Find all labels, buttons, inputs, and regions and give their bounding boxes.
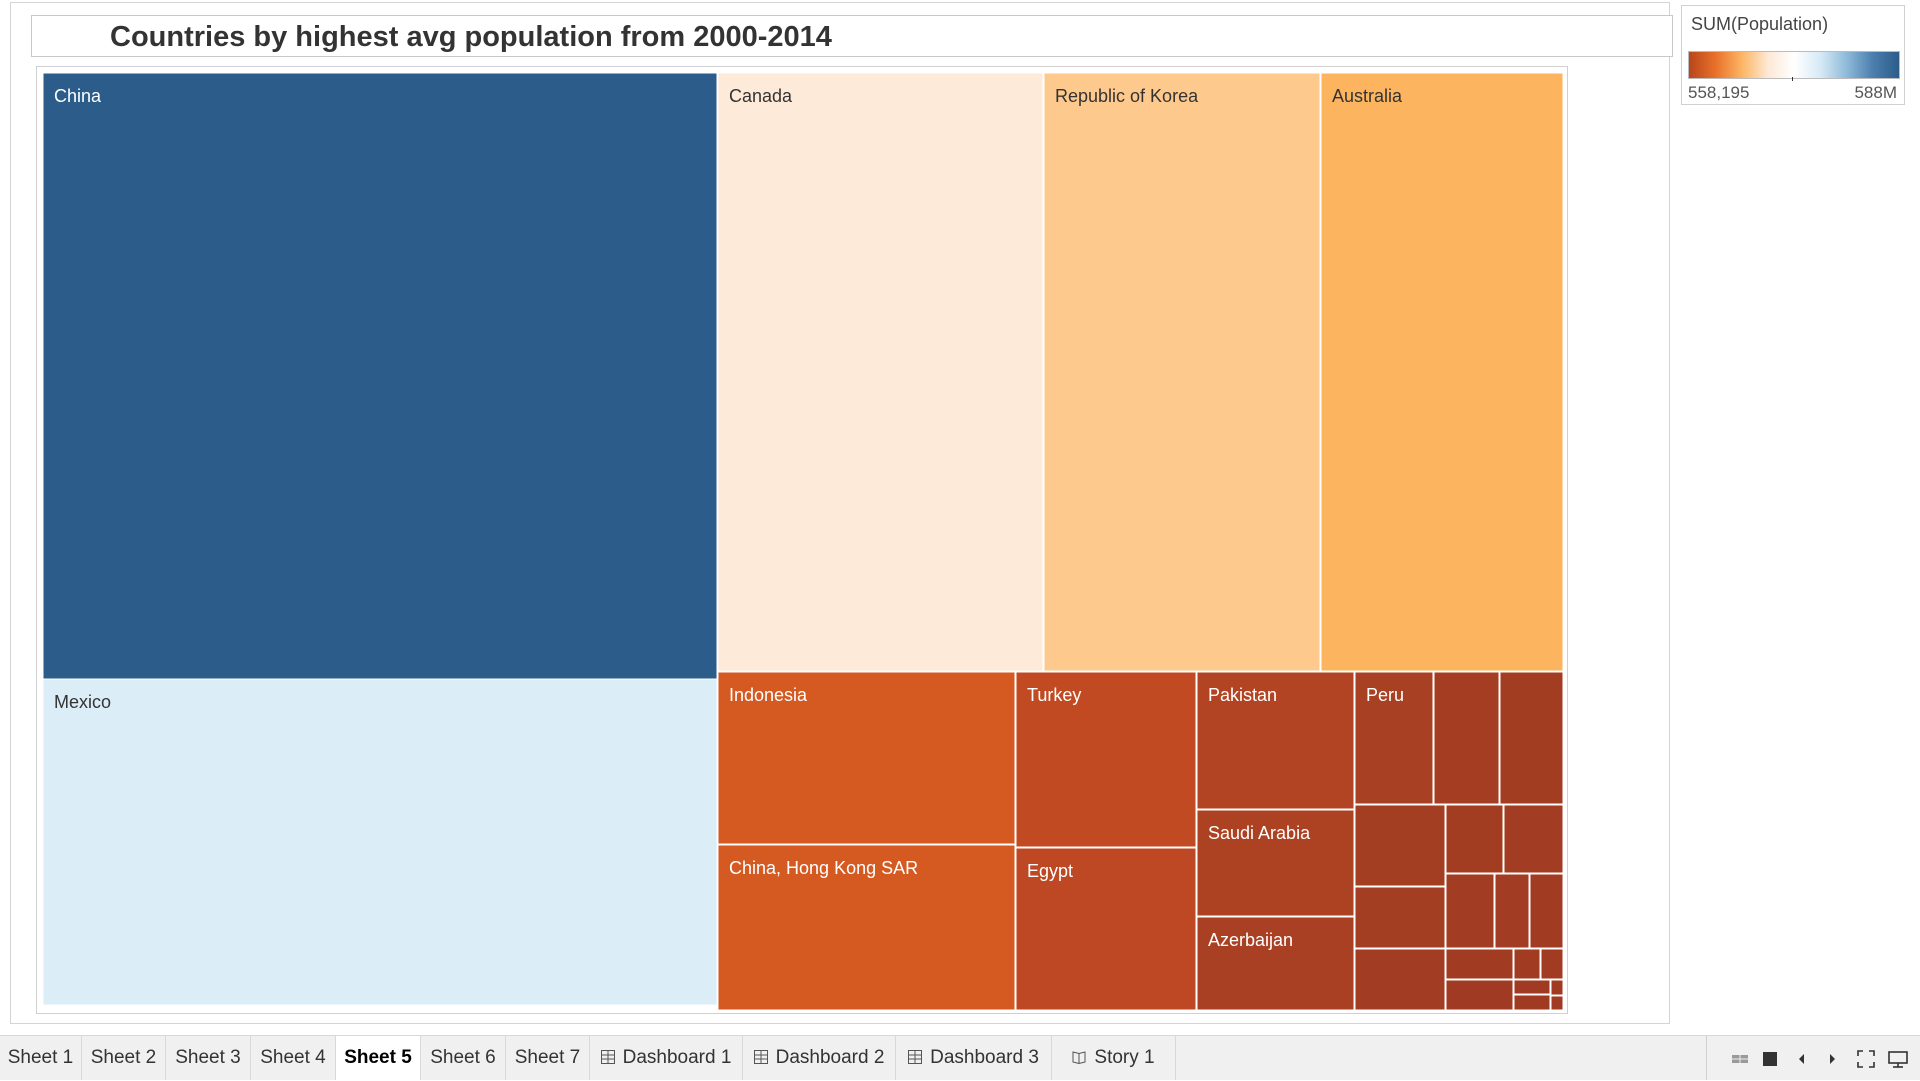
tab-label: Dashboard 1: [622, 1047, 732, 1068]
tile-label-republic-of-korea: Republic of Korea: [1055, 86, 1199, 106]
tile-saudi-arabia[interactable]: [1196, 809, 1355, 917]
tab-label: Story 1: [1094, 1047, 1155, 1068]
sheet-tab-bar: Sheet 1 Sheet 2 Sheet 3 Sheet 4 Sheet 5 Sheet…: [0, 1035, 1920, 1080]
tab-label: Sheet 1: [7, 1047, 74, 1068]
tile-unlabeled-17[interactable]: [1503, 804, 1564, 874]
navigation-controls: [1706, 1036, 1920, 1080]
previous-icon[interactable]: [1791, 1048, 1813, 1070]
tile-unlabeled-14[interactable]: [1499, 671, 1564, 805]
tile-peru[interactable]: [1354, 671, 1434, 805]
tab-sheet-5[interactable]: Sheet 5: [336, 1036, 421, 1080]
chart-title: Countries by highest avg population from…: [110, 21, 832, 53]
tile-unlabeled-23[interactable]: [1445, 948, 1514, 980]
sheet-sorter-icon[interactable]: [1729, 1048, 1751, 1070]
tab-label: Dashboard 2: [775, 1047, 885, 1068]
tab-label: Sheet 3: [175, 1047, 241, 1068]
tile-unlabeled-18[interactable]: [1354, 886, 1446, 949]
tile-label-azerbaijan: Azerbaijan: [1208, 930, 1293, 950]
color-legend[interactable]: SUM(Population) 558,195 588M: [1681, 5, 1905, 105]
tab-label: Dashboard 3: [930, 1047, 1039, 1068]
tile-label-peru: Peru: [1366, 685, 1404, 705]
tile-unlabeled-28[interactable]: [1513, 994, 1551, 1011]
tile-canada[interactable]: [717, 72, 1044, 672]
legend-title: SUM(Population): [1691, 14, 1829, 34]
treemap-frame: China Mexico Canada Republic of Korea Austra…: [36, 66, 1568, 1014]
tile-unlabeled-21[interactable]: [1529, 873, 1564, 949]
tab-dashboard-1[interactable]: Dashboard 1: [590, 1036, 743, 1080]
legend-min-label: 558,195: [1688, 83, 1750, 102]
tile-azerbaijan[interactable]: [1196, 916, 1355, 1011]
tab-sheet-4[interactable]: Sheet 4: [251, 1036, 336, 1080]
treemap-chart[interactable]: China Mexico Canada Republic of Korea Austra…: [37, 67, 1569, 1015]
presentation-mode-icon[interactable]: [1855, 1048, 1877, 1070]
tile-egypt[interactable]: [1015, 847, 1197, 1011]
tile-unlabeled-16[interactable]: [1445, 804, 1504, 874]
tab-sheet-2[interactable]: Sheet 2: [82, 1036, 166, 1080]
tab-sheet-3[interactable]: Sheet 3: [166, 1036, 251, 1080]
tab-dashboard-3[interactable]: Dashboard 3: [896, 1036, 1052, 1080]
tile-label-china-hong-kong-sar: China, Hong Kong SAR: [729, 858, 918, 878]
tile-mexico[interactable]: [42, 678, 718, 1006]
tile-turkey[interactable]: [1015, 671, 1197, 848]
tab-sheet-6[interactable]: Sheet 6: [421, 1036, 506, 1080]
tab-label: Sheet 4: [260, 1047, 326, 1068]
tab-dashboard-2[interactable]: Dashboard 2: [743, 1036, 896, 1080]
tab-label: Sheet 6: [430, 1047, 496, 1068]
tile-unlabeled-15[interactable]: [1354, 804, 1446, 887]
story-book-icon: [1072, 1037, 1086, 1065]
tile-unlabeled-22[interactable]: [1354, 948, 1446, 1011]
tile-label-turkey: Turkey: [1027, 685, 1081, 705]
tile-label-saudi-arabia: Saudi Arabia: [1208, 823, 1311, 843]
tile-label-australia: Australia: [1332, 86, 1403, 106]
tile-unlabeled-13[interactable]: [1433, 671, 1500, 805]
tab-sheet-7[interactable]: Sheet 7: [506, 1036, 590, 1080]
dashboard-grid-icon: [600, 1037, 615, 1064]
tile-label-egypt: Egypt: [1027, 861, 1073, 881]
tab-story-1[interactable]: Story 1: [1052, 1036, 1176, 1080]
dashboard-grid-icon: [753, 1037, 768, 1064]
tab-label: Sheet 2: [90, 1047, 157, 1068]
legend-midpoint-tick: [1792, 77, 1793, 81]
tile-unlabeled-26[interactable]: [1445, 979, 1514, 1011]
tile-china[interactable]: [42, 72, 718, 680]
title-container: Countries by highest avg population from…: [31, 15, 1673, 57]
tile-indonesia[interactable]: [717, 671, 1016, 845]
dashboard-grid-icon: [908, 1037, 923, 1064]
tile-pakistan[interactable]: [1196, 671, 1355, 810]
filmstrip-icon[interactable]: [1759, 1048, 1781, 1070]
legend-color-ramp: [1688, 51, 1900, 79]
tile-republic-of-korea[interactable]: [1043, 72, 1321, 672]
tab-sheet-1[interactable]: Sheet 1: [0, 1036, 82, 1080]
tile-unlabeled-29[interactable]: [1550, 979, 1564, 996]
tile-australia[interactable]: [1320, 72, 1564, 672]
tile-label-pakistan: Pakistan: [1208, 685, 1277, 705]
tile-china-hong-kong-sar[interactable]: [717, 844, 1016, 1011]
device-preview-icon[interactable]: [1887, 1048, 1909, 1070]
tile-label-indonesia: Indonesia: [729, 685, 808, 705]
legend-max-label: 588M: [1854, 83, 1897, 102]
tile-unlabeled-30[interactable]: [1550, 995, 1564, 1011]
next-icon[interactable]: [1821, 1048, 1843, 1070]
tile-unlabeled-20[interactable]: [1494, 873, 1530, 949]
tile-unlabeled-25[interactable]: [1540, 948, 1564, 980]
tile-unlabeled-27[interactable]: [1513, 979, 1551, 995]
tile-label-mexico: Mexico: [54, 692, 111, 712]
tile-unlabeled-19[interactable]: [1445, 873, 1495, 949]
tab-label: Sheet 7: [514, 1047, 581, 1068]
tile-label-china: China: [54, 86, 102, 106]
tab-label: Sheet 5: [344, 1047, 412, 1068]
tile-label-canada: Canada: [729, 86, 793, 106]
tile-unlabeled-24[interactable]: [1513, 948, 1541, 980]
worksheet-view: Countries by highest avg population from…: [10, 2, 1673, 1024]
